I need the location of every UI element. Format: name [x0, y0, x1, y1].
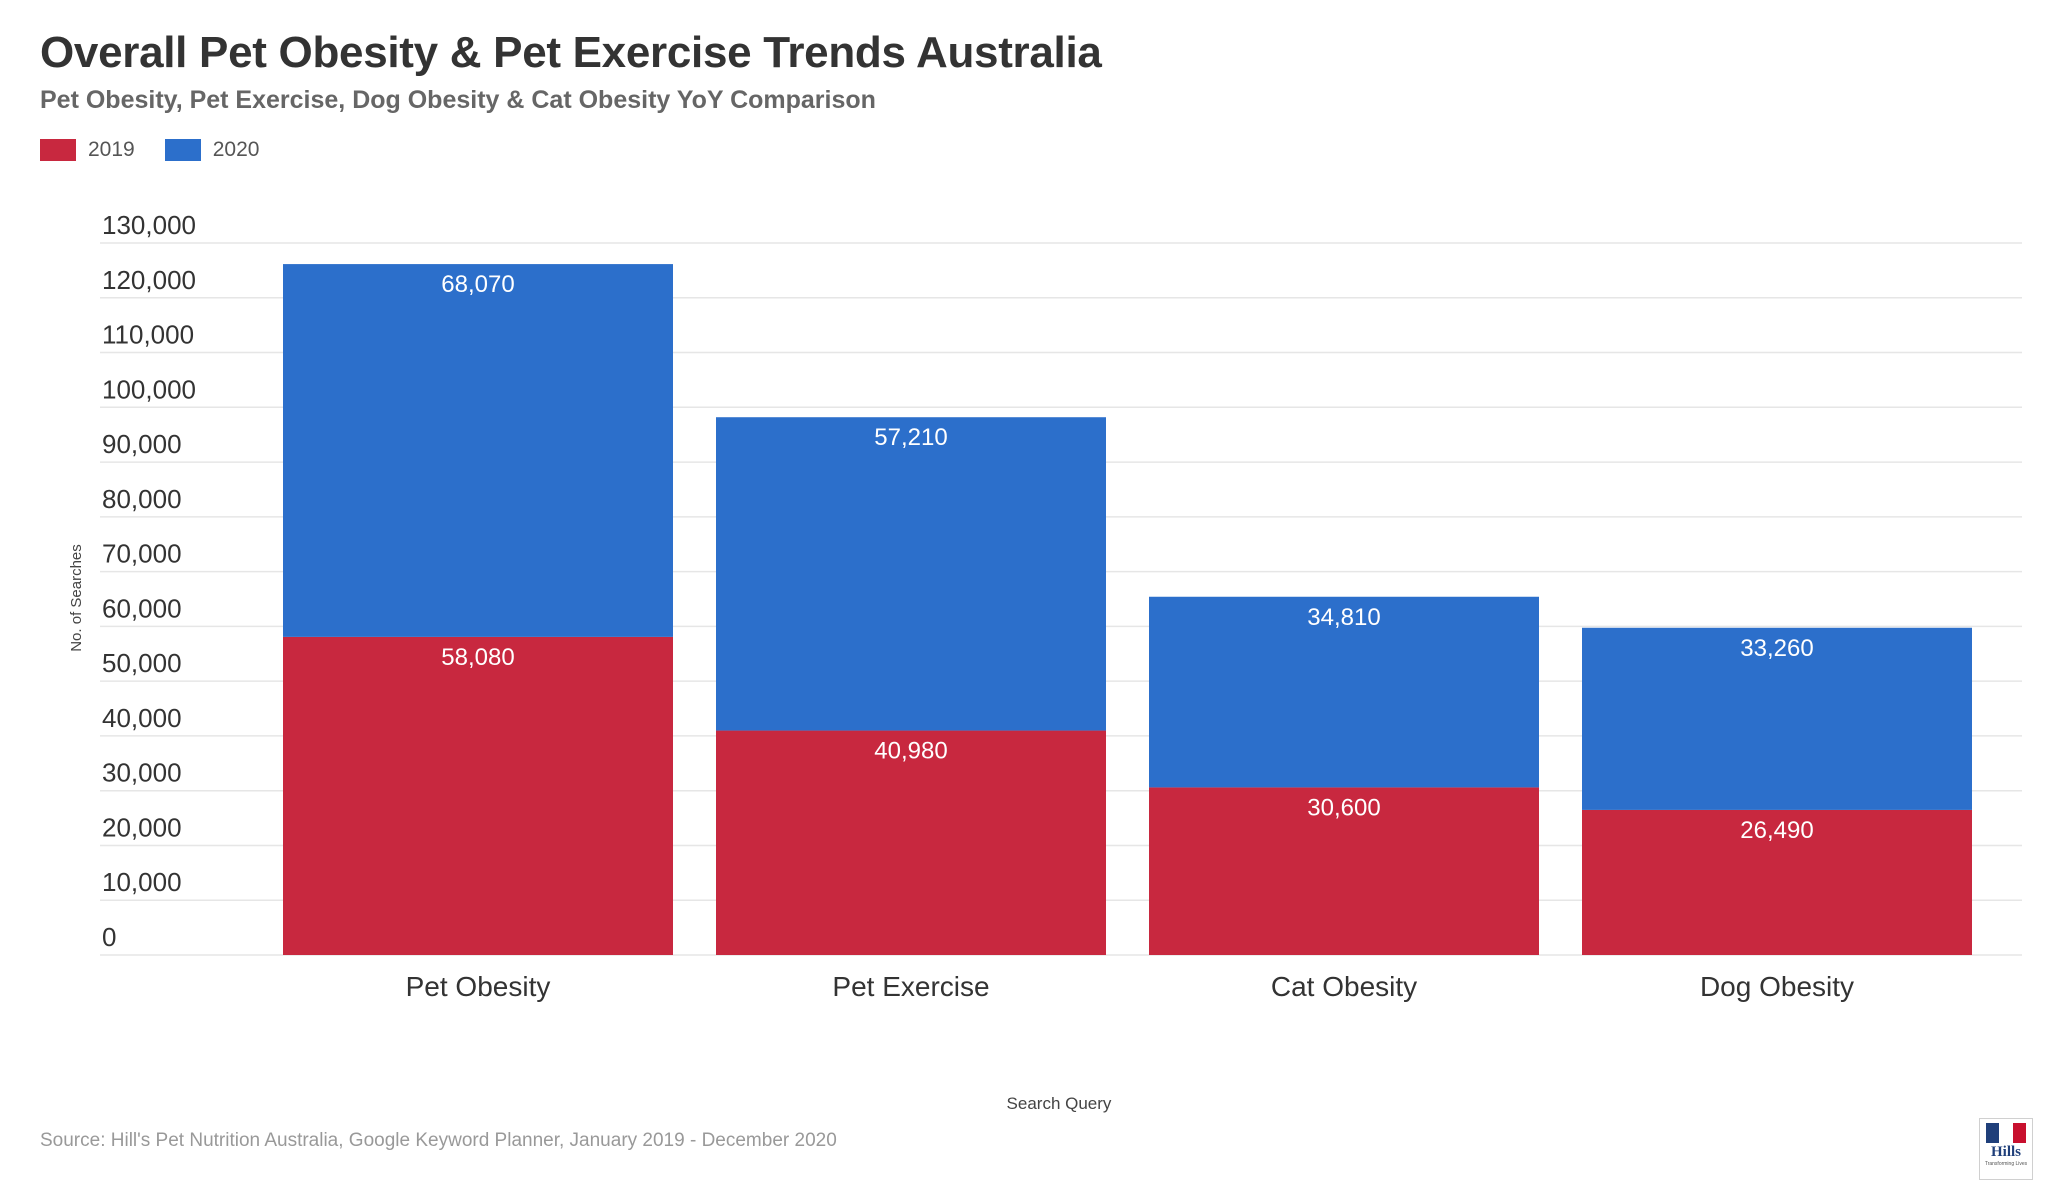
- x-tick-label: Pet Exercise: [832, 971, 989, 1002]
- y-tick-label: 50,000: [102, 648, 182, 678]
- hills-logo-wordmark: Hills: [1990, 1144, 2021, 1160]
- hills-logo-mark-icon: [1986, 1123, 2026, 1143]
- y-tick-label: 100,000: [102, 374, 196, 404]
- legend-label-2019: 2019: [88, 138, 135, 161]
- bar-2019-pet-exercise: [716, 730, 1106, 955]
- legend: 2019 2020: [40, 138, 289, 162]
- y-tick-label: 30,000: [102, 758, 182, 788]
- y-tick-label: 130,000: [102, 210, 196, 240]
- y-tick-label: 110,000: [102, 320, 194, 350]
- data-label: 34,810: [1307, 604, 1380, 631]
- x-axis-title: Search Query: [1007, 1094, 1112, 1113]
- legend-swatch-2020: [164, 139, 201, 161]
- data-label: 57,210: [874, 424, 947, 451]
- y-tick-label: 0: [102, 922, 116, 952]
- bar-2019-dog-obesity: [1582, 809, 1972, 955]
- legend-label-2020: 2020: [212, 138, 260, 161]
- data-label: 40,980: [874, 738, 947, 765]
- y-tick-label: 40,000: [102, 703, 182, 733]
- hills-logo-tagline: Transforming Lives: [1984, 1161, 2028, 1167]
- bar-2020-cat-obesity: [1149, 596, 1539, 788]
- data-label: 33,260: [1740, 635, 1813, 662]
- y-tick-label: 90,000: [102, 429, 182, 459]
- bar-2019-pet-obesity: [283, 636, 673, 955]
- y-tick-label: 80,000: [102, 484, 182, 514]
- x-tick-label: Pet Obesity: [406, 971, 551, 1002]
- y-tick-label: 10,000: [102, 867, 182, 897]
- data-label: 68,070: [441, 271, 514, 298]
- legend-item-2020[interactable]: 2020: [164, 138, 260, 162]
- hills-logo: Hills Transforming Lives: [1979, 1118, 2033, 1180]
- y-tick-label: 20,000: [102, 812, 182, 842]
- bar-2020-pet-exercise: [716, 417, 1106, 731]
- x-tick-label: Dog Obesity: [1700, 971, 1854, 1002]
- y-axis-title: No. of Searches: [68, 544, 85, 652]
- chart-title: Overall Pet Obesity & Pet Exercise Trend…: [40, 28, 1102, 77]
- y-tick-label: 60,000: [102, 593, 182, 623]
- data-label: 58,080: [441, 644, 514, 671]
- y-tick-label: 120,000: [102, 265, 196, 295]
- x-tick-label: Cat Obesity: [1271, 971, 1417, 1002]
- data-label: 30,600: [1307, 794, 1380, 821]
- y-tick-label: 70,000: [102, 539, 182, 569]
- bar-2020-dog-obesity: [1582, 627, 1972, 810]
- legend-item-2019[interactable]: 2019: [40, 138, 135, 162]
- data-label: 26,490: [1740, 817, 1813, 844]
- source-note: Source: Hill's Pet Nutrition Australia, …: [40, 1130, 837, 1151]
- bar-2020-pet-obesity: [283, 264, 673, 637]
- bar-2019-cat-obesity: [1149, 787, 1539, 955]
- legend-swatch-2019: [40, 139, 76, 161]
- chart-subtitle: Pet Obesity, Pet Exercise, Dog Obesity &…: [40, 86, 876, 114]
